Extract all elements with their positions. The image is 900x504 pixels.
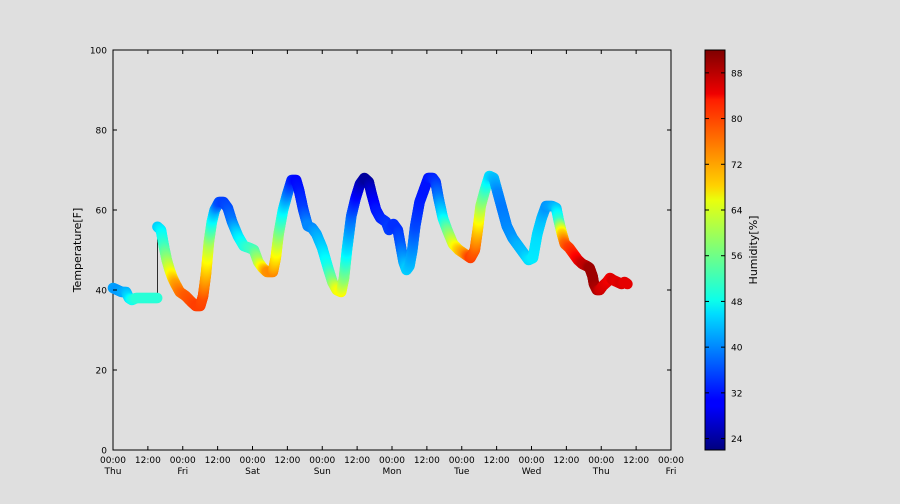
x-tick-time-label: 00:00	[519, 456, 545, 466]
x-tick-time-label: 12:00	[205, 456, 231, 466]
colorbar-tick-label: 80	[731, 115, 743, 125]
y-tick-label: 60	[96, 207, 108, 217]
x-tick-time-label: 00:00	[449, 456, 475, 466]
x-tick-time-label: 00:00	[379, 456, 405, 466]
colorbar-gradient	[704, 49, 726, 451]
x-tick-day-label: Wed	[522, 467, 542, 477]
y-tick-label: 100	[90, 47, 107, 57]
colorbar-tick-label: 48	[731, 298, 743, 308]
y-tick-label: 40	[96, 287, 108, 297]
x-tick-time-label: 12:00	[414, 456, 440, 466]
x-tick-time-label: 12:00	[274, 456, 300, 466]
colorbar-tick-label: 72	[731, 161, 742, 171]
scatter-points	[107, 170, 633, 312]
y-tick-label: 0	[101, 447, 107, 457]
colorbar-tick-label: 64	[731, 207, 743, 217]
y-tick-label: 80	[96, 127, 108, 137]
x-tick-time-label: 12:00	[623, 456, 649, 466]
colorbar-tick-label: 24	[731, 435, 743, 445]
x-tick-time-label: 12:00	[553, 456, 579, 466]
x-tick-time-label: 12:00	[135, 456, 161, 466]
x-tick-day-label: Fri	[177, 467, 188, 477]
x-tick-day-label: Sat	[245, 467, 260, 477]
y-tick-label: 20	[96, 367, 108, 377]
x-tick-day-label: Sun	[314, 467, 331, 477]
x-tick-day-label: Fri	[666, 467, 677, 477]
colorbar-tick-label: 88	[731, 69, 743, 79]
x-tick-day-label: Mon	[383, 467, 402, 477]
x-tick-time-label: 00:00	[588, 456, 614, 466]
x-tick-day-label: Tue	[453, 467, 470, 477]
y-axis-ticks: 0 20 40 60 80 100	[90, 47, 671, 457]
x-tick-time-label: 12:00	[484, 456, 510, 466]
x-tick-time-label: 00:00	[309, 456, 335, 466]
colorbar: 24 32 40 48 56 64 72 80 88 Humidity[%]	[704, 49, 760, 451]
colorbar-ticks: 24 32 40 48 56 64 72 80 88	[705, 69, 743, 445]
data-point	[151, 292, 163, 304]
y-axis-label: Temperature[F]	[71, 208, 84, 294]
x-tick-time-label: 12:00	[344, 456, 370, 466]
x-tick-day-label: Thu	[104, 467, 122, 477]
data-point	[622, 278, 633, 290]
colorbar-tick-label: 32	[731, 389, 742, 399]
plot-frame	[112, 49, 672, 451]
x-tick-time-label: 00:00	[240, 456, 266, 466]
x-tick-time-label: 00:00	[170, 456, 196, 466]
x-tick-day-label: Thu	[592, 467, 610, 477]
x-tick-time-label: 00:00	[100, 456, 126, 466]
x-tick-time-label: 00:00	[658, 456, 684, 466]
colorbar-tick-label: 40	[731, 344, 743, 354]
colorbar-tick-label: 56	[731, 252, 743, 262]
colorbar-label: Humidity[%]	[747, 216, 760, 285]
